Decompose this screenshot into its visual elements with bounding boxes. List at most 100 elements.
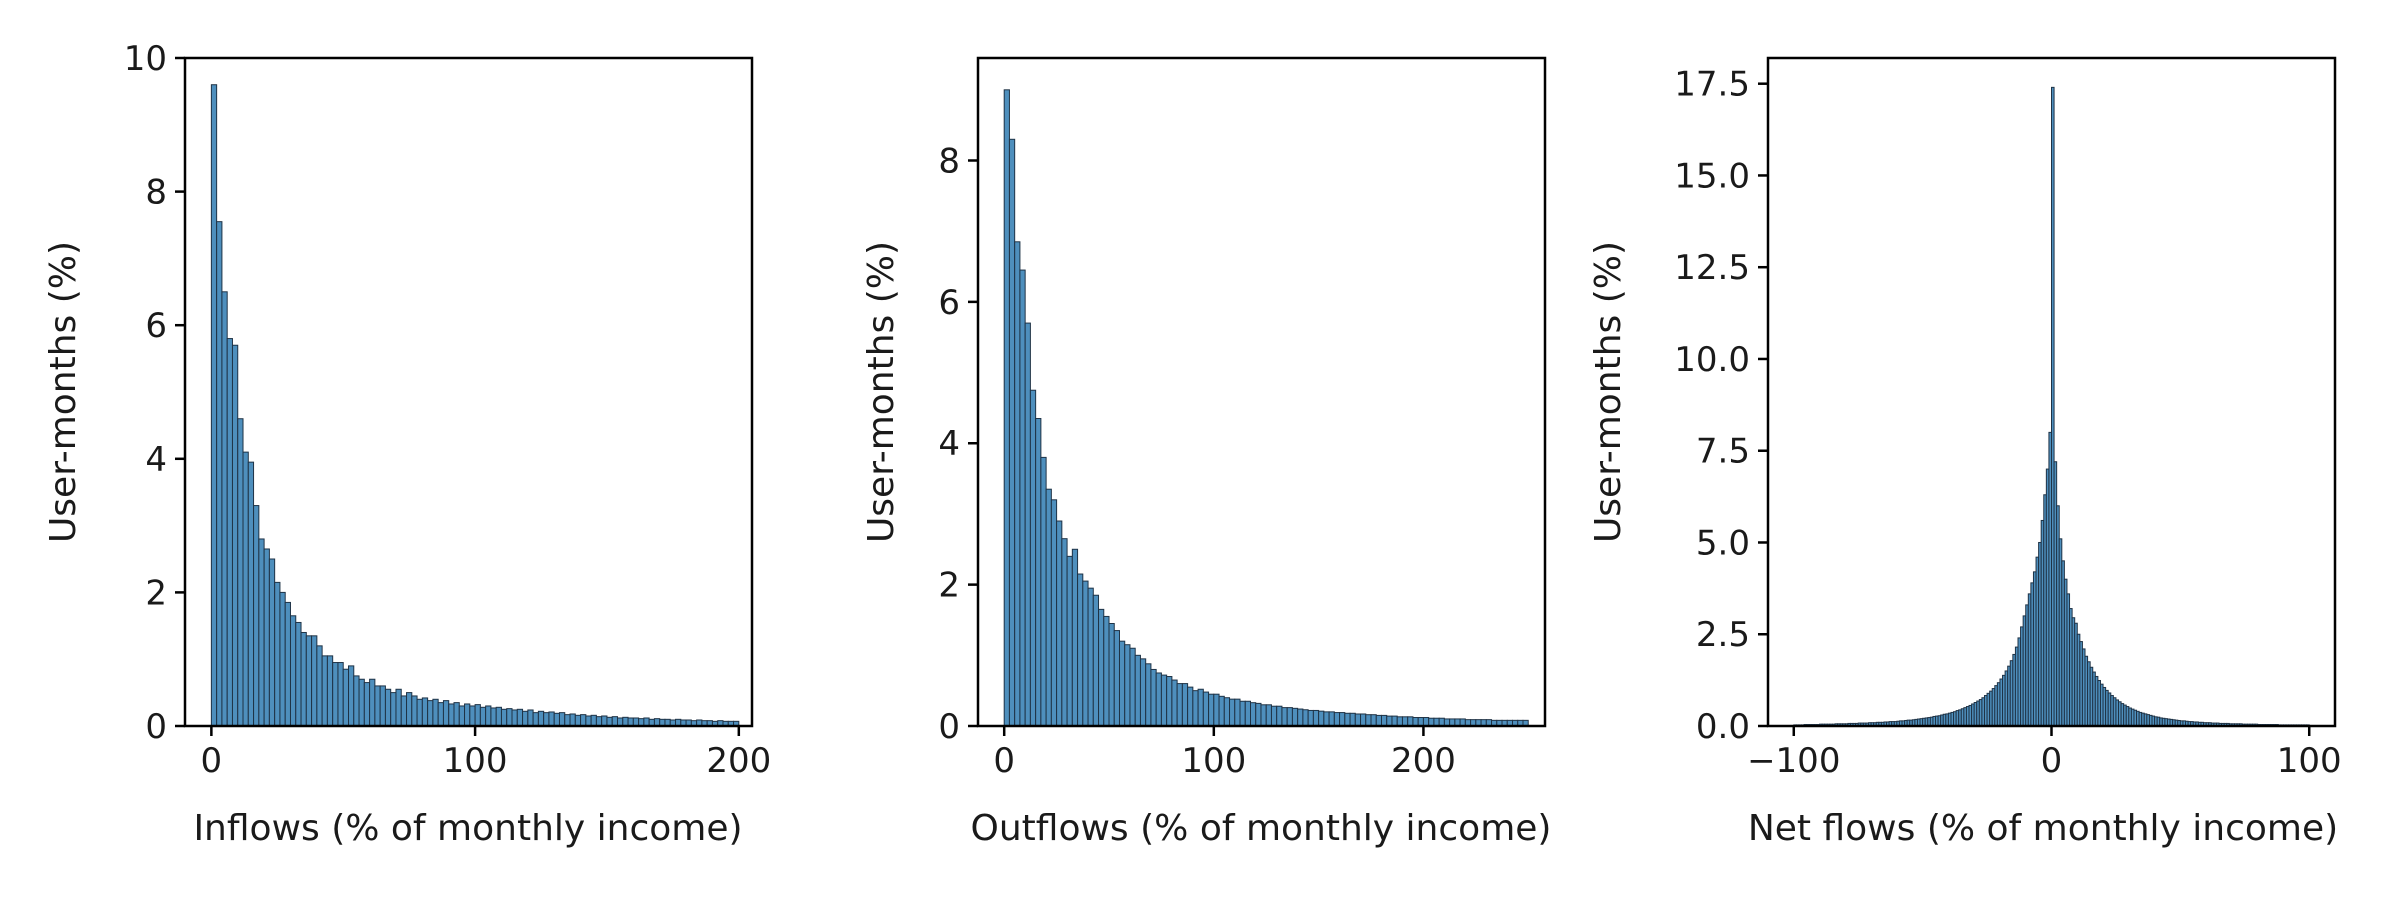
outflows-bar bbox=[1129, 647, 1136, 727]
inflows-bar bbox=[590, 714, 597, 727]
outflows-bar bbox=[1092, 594, 1100, 727]
outflows-bar bbox=[1349, 712, 1356, 727]
outflows-bar bbox=[1008, 138, 1016, 727]
inflows-bar bbox=[274, 581, 281, 727]
inflows-histogram-panel: 0 100 200 0 2 4 6 8 10 Inflows (% of monthly inc… bbox=[43, 39, 771, 849]
inflows-bar bbox=[506, 708, 513, 727]
inflows-bar bbox=[237, 418, 244, 727]
outflows-bar bbox=[1024, 322, 1031, 727]
outflows-bar bbox=[1082, 580, 1089, 727]
inflows-bar bbox=[558, 712, 566, 727]
inflows-bar bbox=[221, 291, 228, 727]
inflows-bar bbox=[548, 711, 555, 727]
outflows-bar bbox=[1045, 488, 1052, 727]
outflows-y-axis-label: User-months (%) bbox=[861, 241, 902, 543]
outflows-bar bbox=[1234, 698, 1241, 727]
outflows-bar bbox=[1150, 668, 1157, 727]
outflows-bar bbox=[1113, 630, 1120, 727]
inflows-bar bbox=[300, 631, 307, 727]
inflows-ticks: 0 100 200 0 2 4 6 8 10 bbox=[124, 39, 772, 781]
inflows-bar bbox=[332, 662, 339, 727]
inflows-bar bbox=[537, 710, 545, 727]
inflows-bar bbox=[353, 675, 360, 727]
inflows-bar bbox=[416, 698, 423, 727]
net-flows-x-tick-label: 100 bbox=[2277, 741, 2342, 781]
inflows-bar bbox=[311, 635, 318, 727]
net-flows-y-tick-label: 7.5 bbox=[1696, 432, 1750, 472]
inflows-y-tick-label: 8 bbox=[145, 173, 167, 213]
inflows-bar bbox=[295, 621, 302, 727]
inflows-x-tick-label: 0 bbox=[201, 741, 223, 781]
inflows-bar bbox=[247, 461, 255, 727]
outflows-y-tick-label: 8 bbox=[938, 141, 960, 181]
outflows-bar bbox=[1181, 683, 1189, 727]
inflows-bar bbox=[427, 700, 434, 727]
inflows-bar bbox=[511, 709, 518, 727]
inflows-bar bbox=[358, 678, 365, 727]
inflows-bar bbox=[406, 692, 413, 727]
net-flows-y-tick-label: 5.0 bbox=[1696, 523, 1750, 563]
inflows-bar bbox=[437, 702, 444, 727]
outflows-bar bbox=[1087, 587, 1094, 727]
outflows-bar bbox=[1318, 710, 1325, 727]
inflows-y-tick-label: 0 bbox=[145, 707, 167, 747]
inflows-y-tick-label: 6 bbox=[145, 306, 167, 346]
outflows-bar bbox=[1071, 548, 1079, 727]
outflows-bar bbox=[1297, 708, 1304, 727]
outflows-bar bbox=[1412, 717, 1419, 727]
outflows-y-tick-label: 2 bbox=[938, 566, 960, 606]
inflows-y-tick-label: 2 bbox=[145, 573, 167, 613]
outflows-bar bbox=[1019, 269, 1026, 727]
outflows-bar bbox=[1145, 663, 1152, 727]
outflows-bar bbox=[1124, 644, 1131, 727]
outflows-bar bbox=[1050, 499, 1058, 727]
outflows-bar bbox=[1192, 690, 1199, 727]
outflows-bar bbox=[1270, 705, 1278, 727]
inflows-bar bbox=[226, 338, 233, 727]
inflows-bar bbox=[516, 708, 524, 727]
net-flows-y-tick-label: 2.5 bbox=[1696, 615, 1750, 655]
inflows-bar bbox=[231, 344, 239, 727]
inflows-bar bbox=[363, 682, 371, 727]
inflows-bar bbox=[569, 713, 576, 727]
inflows-bar bbox=[216, 221, 223, 727]
outflows-bar bbox=[1396, 716, 1403, 727]
outflows-bar bbox=[1218, 695, 1225, 727]
inflows-bar bbox=[611, 716, 618, 727]
outflows-bar bbox=[1323, 711, 1330, 727]
net-flows-x-tick-label: 0 bbox=[2041, 741, 2063, 781]
outflows-bar bbox=[1139, 658, 1147, 727]
inflows-bar bbox=[595, 716, 603, 727]
outflows-bar bbox=[1118, 640, 1126, 727]
outflows-bar bbox=[1276, 705, 1283, 727]
outflows-y-tick-label: 0 bbox=[938, 707, 960, 747]
outflows-bar bbox=[1066, 555, 1073, 727]
outflows-bar bbox=[1077, 573, 1084, 727]
outflows-bar bbox=[1360, 713, 1367, 727]
inflows-bar bbox=[479, 706, 487, 727]
outflows-bar bbox=[1098, 608, 1105, 727]
outflows-bar bbox=[1061, 538, 1068, 727]
inflows-bar bbox=[316, 645, 323, 727]
inflows-bar bbox=[263, 548, 270, 727]
inflows-bar bbox=[490, 707, 497, 727]
inflows-x-tick-label: 200 bbox=[706, 741, 771, 781]
inflows-bar bbox=[485, 705, 492, 727]
outflows-bar bbox=[1328, 711, 1335, 727]
outflows-bars bbox=[1003, 89, 1529, 727]
net-flows-y-tick-label: 0.0 bbox=[1696, 707, 1750, 747]
outflows-y-tick-label: 4 bbox=[938, 424, 960, 464]
outflows-plot-frame bbox=[976, 56, 1547, 728]
inflows-bar bbox=[543, 712, 550, 727]
outflows-bar bbox=[1223, 697, 1231, 727]
net-flows-y-tick-label: 15.0 bbox=[1674, 156, 1750, 196]
outflows-ticks: 0 100 200 0 2 4 6 8 bbox=[938, 141, 1456, 781]
outflows-y-tick-label: 6 bbox=[938, 283, 960, 323]
inflows-bar bbox=[606, 716, 613, 727]
inflows-bar bbox=[474, 704, 481, 727]
outflows-bar bbox=[1229, 698, 1236, 727]
inflows-bar bbox=[580, 714, 587, 727]
net-flows-x-tick-label: −100 bbox=[1747, 741, 1840, 781]
inflows-bar bbox=[400, 695, 408, 727]
